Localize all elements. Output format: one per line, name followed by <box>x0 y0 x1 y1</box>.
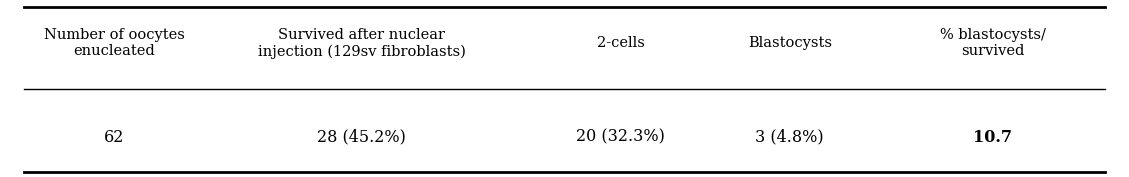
Text: Number of oocytes
enucleated: Number of oocytes enucleated <box>44 28 184 58</box>
Text: 2-cells: 2-cells <box>597 36 645 50</box>
Text: 20 (32.3%): 20 (32.3%) <box>577 129 665 146</box>
Text: 28 (45.2%): 28 (45.2%) <box>317 129 406 146</box>
Text: Blastocysts: Blastocysts <box>747 36 832 50</box>
Text: 62: 62 <box>104 129 124 146</box>
Text: Survived after nuclear
injection (129sv fibroblasts): Survived after nuclear injection (129sv … <box>257 28 466 59</box>
Text: 3 (4.8%): 3 (4.8%) <box>755 129 824 146</box>
Text: % blastocysts/
survived: % blastocysts/ survived <box>939 28 1045 58</box>
Text: 10.7: 10.7 <box>973 129 1012 146</box>
